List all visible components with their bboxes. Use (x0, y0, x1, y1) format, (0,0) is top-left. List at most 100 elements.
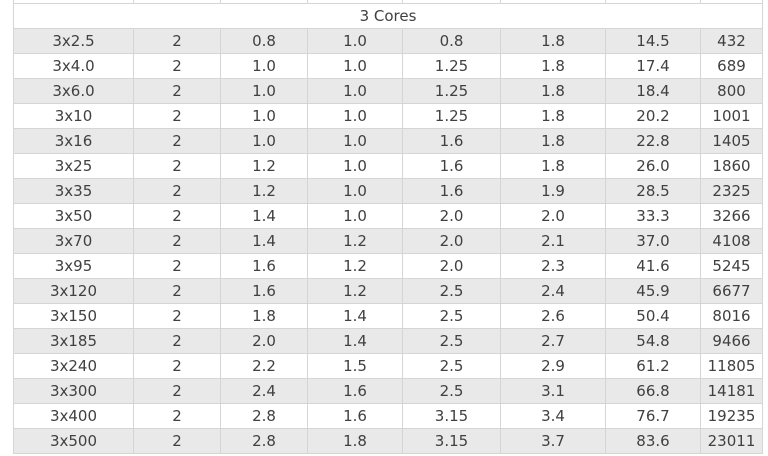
table-cell: 83.6 (605, 428, 701, 454)
table-cell: 2 (133, 203, 221, 229)
table-cell: 14181 (700, 378, 763, 404)
table-cell: 1.2 (220, 153, 308, 179)
table-cell: 1.8 (500, 128, 606, 154)
table-row: 3x10 2 1.0 1.0 1.25 1.8 20.2 1001 (13, 103, 763, 129)
table-cell: 2.6 (500, 303, 606, 329)
table-cell: 14.5 (605, 28, 701, 54)
table-cell: 2 (133, 178, 221, 204)
table-cell: 1.0 (220, 78, 308, 104)
table-cell: 2 (133, 28, 221, 54)
table-cell: 1.8 (220, 303, 308, 329)
table-cell: 45.9 (605, 278, 701, 304)
table-cell: 1.8 (307, 428, 403, 454)
table-cell: 23011 (700, 428, 763, 454)
table-cell: 3x2.5 (13, 28, 134, 54)
table-cell: 1.8 (500, 153, 606, 179)
table-cell: 1.2 (307, 278, 403, 304)
table-row: 3x240 2 2.2 1.5 2.5 2.9 61.2 11805 (13, 353, 763, 379)
table-cell: 1.4 (307, 303, 403, 329)
table-cell: 1.6 (220, 278, 308, 304)
table-cell: 1.9 (500, 178, 606, 204)
table-cell: 3x400 (13, 403, 134, 429)
table-cell: 2 (133, 428, 221, 454)
table-cell: 3.15 (402, 403, 501, 429)
table-cell: 1405 (700, 128, 763, 154)
table-cell: 1.25 (402, 103, 501, 129)
table-cell: 1.6 (402, 153, 501, 179)
table-cell: 2 (133, 228, 221, 254)
table-cell: 1.4 (307, 328, 403, 354)
table-cell: 41.6 (605, 253, 701, 279)
table-cell: 1.2 (220, 178, 308, 204)
table-cell: 3x70 (13, 228, 134, 254)
table-cell: 76.7 (605, 403, 701, 429)
table-cell: 3266 (700, 203, 763, 229)
section-header-row: 3 Cores (13, 3, 763, 29)
table-cell: 2.0 (220, 328, 308, 354)
table-cell: 2 (133, 78, 221, 104)
table-cell: 2.4 (220, 378, 308, 404)
table-cell: 20.2 (605, 103, 701, 129)
table-cell: 3x120 (13, 278, 134, 304)
table-cell: 2 (133, 378, 221, 404)
table-cell: 5245 (700, 253, 763, 279)
table-cell: 66.8 (605, 378, 701, 404)
table-cell: 1.8 (500, 103, 606, 129)
table-cell: 2.5 (402, 378, 501, 404)
table-cell: 1.25 (402, 53, 501, 79)
table-cell: 1.0 (220, 53, 308, 79)
table-cell: 17.4 (605, 53, 701, 79)
table-cell: 37.0 (605, 228, 701, 254)
table-cell: 1.0 (220, 128, 308, 154)
table-cell: 33.3 (605, 203, 701, 229)
table-cell: 3.1 (500, 378, 606, 404)
table-cell: 1.6 (402, 178, 501, 204)
table-row: 3x150 2 1.8 1.4 2.5 2.6 50.4 8016 (13, 303, 763, 329)
table-cell: 1.5 (307, 353, 403, 379)
table-cell: 3x10 (13, 103, 134, 129)
table-cell: 1.4 (220, 203, 308, 229)
table-cell: 1.0 (307, 203, 403, 229)
table-cell: 1.0 (307, 78, 403, 104)
table-cell: 1.0 (220, 103, 308, 129)
table-cell: 1.6 (307, 403, 403, 429)
table-cell: 2.4 (500, 278, 606, 304)
table-cell: 2.8 (220, 403, 308, 429)
table-row: 3x50 2 1.4 1.0 2.0 2.0 33.3 3266 (13, 203, 763, 229)
table-cell: 2 (133, 153, 221, 179)
table-cell: 1.0 (307, 178, 403, 204)
table-cell: 1.6 (307, 378, 403, 404)
table-cell: 50.4 (605, 303, 701, 329)
table-row: 3x16 2 1.0 1.0 1.6 1.8 22.8 1405 (13, 128, 763, 154)
table-cell: 432 (700, 28, 763, 54)
table-cell: 3.15 (402, 428, 501, 454)
table-cell: 3.7 (500, 428, 606, 454)
table-cell: 1.6 (402, 128, 501, 154)
table-cell: 2 (133, 353, 221, 379)
table-cell: 689 (700, 53, 763, 79)
table-cell: 2 (133, 103, 221, 129)
table-cell: 3x150 (13, 303, 134, 329)
table-cell: 1.4 (220, 228, 308, 254)
table-cell: 2.5 (402, 303, 501, 329)
section-header-cell: 3 Cores (13, 3, 763, 29)
table-cell: 3x25 (13, 153, 134, 179)
table-cell: 9466 (700, 328, 763, 354)
table-row: 3x185 2 2.0 1.4 2.5 2.7 54.8 9466 (13, 328, 763, 354)
table-cell: 22.8 (605, 128, 701, 154)
table-cell: 3x35 (13, 178, 134, 204)
table-row: 3x35 2 1.2 1.0 1.6 1.9 28.5 2325 (13, 178, 763, 204)
table-cell: 0.8 (220, 28, 308, 54)
table-cell: 0.8 (402, 28, 501, 54)
table-body: 3 Cores 3x2.5 2 0.8 1.0 0.8 1.8 14.5 432 3x4.0 2 1… (13, 0, 763, 454)
table-cell: 1.0 (307, 153, 403, 179)
table-cell: 2.0 (500, 203, 606, 229)
table-cell: 3x240 (13, 353, 134, 379)
table-cell: 1.0 (307, 28, 403, 54)
table-cell: 1.8 (500, 78, 606, 104)
table-cell: 8016 (700, 303, 763, 329)
table-cell: 3x6.0 (13, 78, 134, 104)
table-cell: 2.7 (500, 328, 606, 354)
table-cell: 2.3 (500, 253, 606, 279)
table-cell: 2325 (700, 178, 763, 204)
